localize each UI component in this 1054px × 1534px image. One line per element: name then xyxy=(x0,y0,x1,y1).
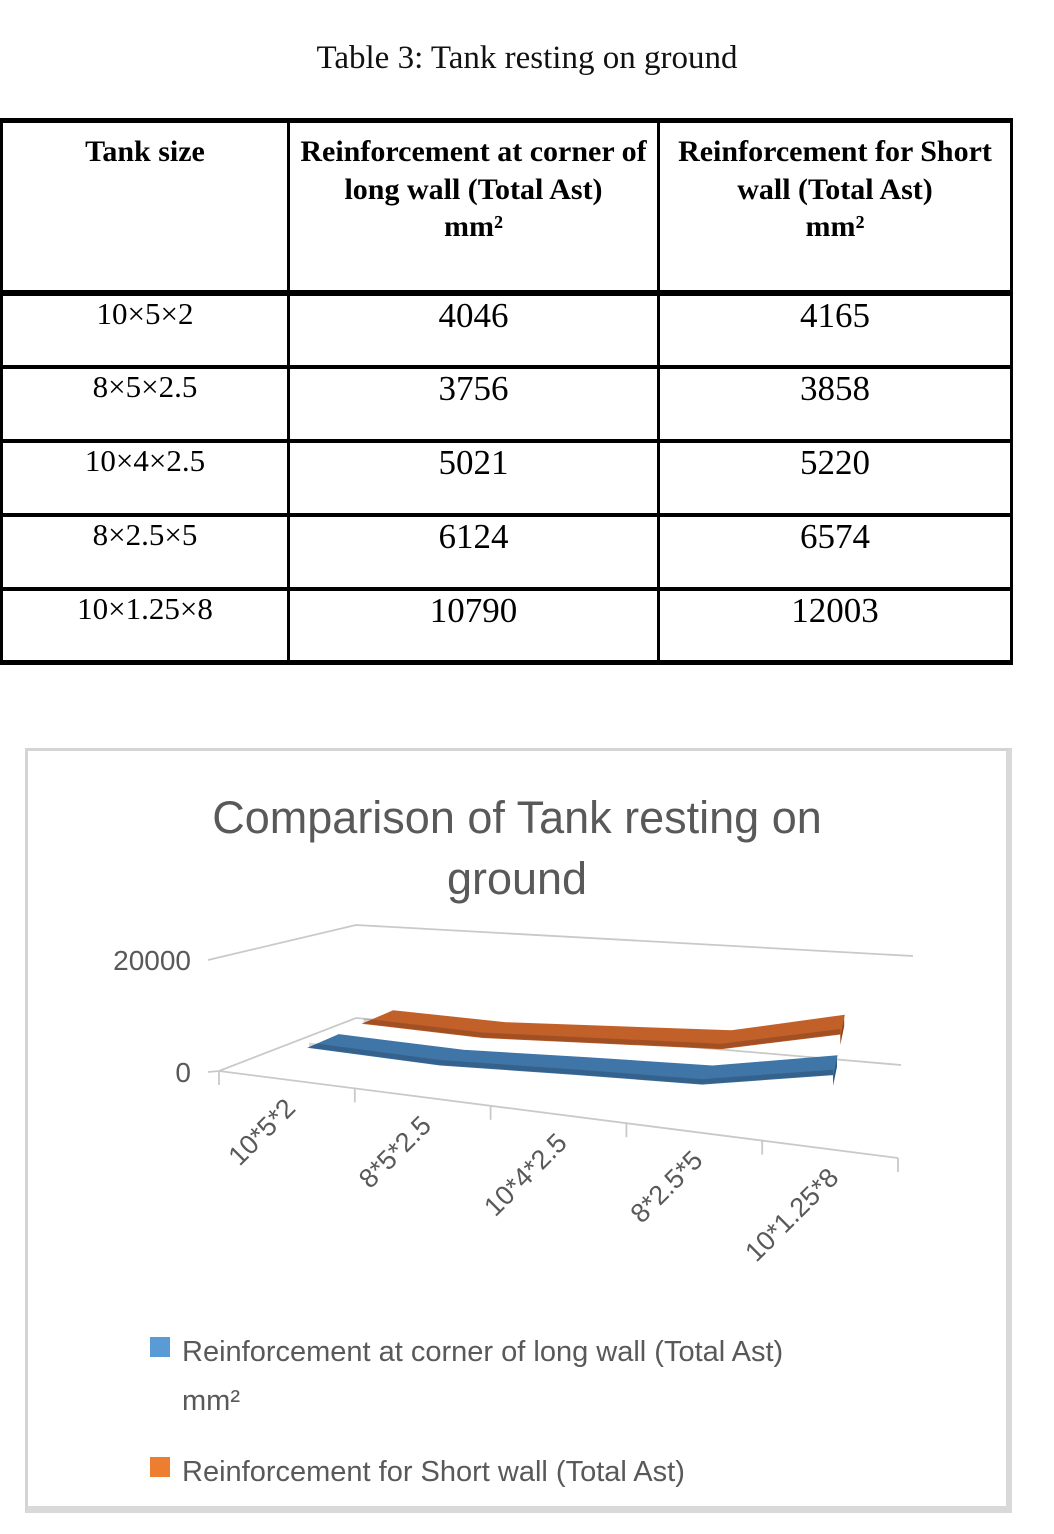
long-wall-cell: 6124 xyxy=(287,512,660,591)
short-wall-cell: 3858 xyxy=(657,364,1013,443)
y-tick-label: 20000 xyxy=(113,945,191,976)
x-category-label: 8*2.5*5 xyxy=(625,1145,709,1229)
header-short-wall: Reinforcement for Short wall (Total Ast)… xyxy=(657,118,1013,296)
long-wall-cell: 5021 xyxy=(287,438,660,517)
x-category-label: 10*5*2 xyxy=(223,1093,302,1172)
legend-item-long-wall: Reinforcement at corner of long wall (To… xyxy=(150,1328,783,1427)
y-tick-label: 0 xyxy=(175,1057,191,1088)
table-row: 10×5×2 4046 4165 xyxy=(0,290,1013,369)
legend-item-short-wall: Reinforcement for Short wall (Total Ast)… xyxy=(150,1448,685,1506)
header-short-wall-unit: mm² xyxy=(805,210,865,243)
3d-line-plot: 20000 0 10*5*2 8*5*2.5 10*4*2.5 8*2.5*5 10*1.2… xyxy=(113,924,914,1267)
short-wall-cell: 12003 xyxy=(657,586,1013,665)
table-header-row: Tank size Reinforcement at corner of lon… xyxy=(0,118,1013,296)
long-wall-cell: 10790 xyxy=(287,586,660,665)
x-category-label: 8*5*2.5 xyxy=(353,1110,437,1194)
y-gridline xyxy=(207,924,914,961)
long-wall-cell: 3756 xyxy=(287,364,660,443)
header-tank-size: Tank size xyxy=(0,118,290,296)
table-row: 8×2.5×5 6124 6574 xyxy=(0,512,1013,591)
ribbon-end-cap xyxy=(840,1015,845,1045)
table-row: 10×1.25×8 10790 12003 xyxy=(0,586,1013,665)
results-table: Tank size Reinforcement at corner of lon… xyxy=(0,118,1013,665)
ribbon-end-cap xyxy=(833,1055,837,1086)
legend-label: Reinforcement for Short wall (Total Ast) xyxy=(182,1456,685,1488)
table-row: 8×5×2.5 3756 3858 xyxy=(0,364,1013,443)
table-caption: Table 3: Tank resting on ground xyxy=(316,40,738,76)
tank-size-cell: 10×4×2.5 xyxy=(0,438,290,517)
short-wall-cell: 4165 xyxy=(657,290,1013,369)
chart-frame: Comparison of Tank resting on ground 200… xyxy=(25,748,1012,1513)
chart-title: Comparison of Tank resting on ground xyxy=(212,792,822,905)
tank-size-cell: 8×5×2.5 xyxy=(0,364,290,443)
short-wall-cell: 5220 xyxy=(657,438,1013,517)
x-category-label: 10*1.25*8 xyxy=(739,1162,844,1267)
header-long-wall-unit: mm² xyxy=(444,210,503,243)
legend-unit: mm² xyxy=(182,1497,685,1506)
x-category-label: 10*4*2.5 xyxy=(478,1128,572,1222)
ribbon-series-1 xyxy=(361,1010,845,1050)
header-long-wall: Reinforcement at corner of long wall (To… xyxy=(287,118,660,296)
tank-size-cell: 10×1.25×8 xyxy=(0,586,290,665)
short-wall-cell: 6574 xyxy=(657,512,1013,591)
legend-swatch-blue xyxy=(150,1337,170,1357)
category-axis xyxy=(218,1070,899,1159)
ribbon-shade xyxy=(363,1018,841,1049)
ribbon-series-0 xyxy=(307,1034,838,1085)
tank-size-cell: 10×5×2 xyxy=(0,290,290,369)
long-wall-cell: 4046 xyxy=(287,290,660,369)
tank-size-cell: 8×2.5×5 xyxy=(0,512,290,591)
legend-label: Reinforcement at corner of long wall (To… xyxy=(182,1336,784,1368)
table-row: 10×4×2.5 5021 5220 xyxy=(0,438,1013,517)
legend-unit: mm² xyxy=(182,1385,240,1418)
legend-swatch-orange xyxy=(150,1457,170,1477)
